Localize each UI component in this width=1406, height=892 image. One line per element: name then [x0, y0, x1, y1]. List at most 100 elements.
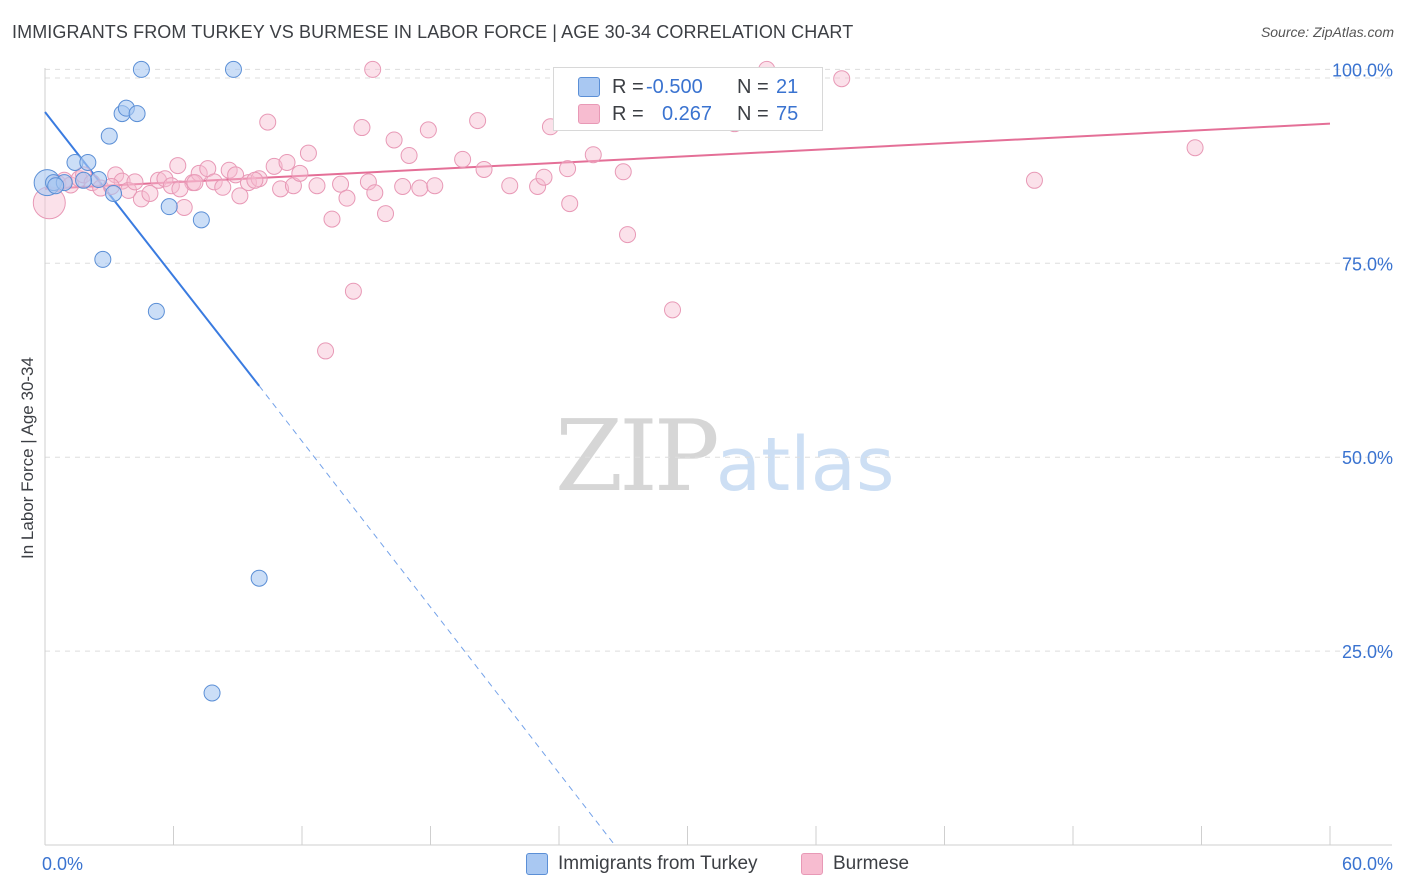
turkey-point — [47, 177, 65, 195]
y-tick-label: 50.0% — [1342, 448, 1393, 468]
burmese-point — [344, 282, 362, 300]
legend-r-value: -0.500 — [646, 75, 703, 98]
burmese-point — [1025, 171, 1043, 189]
burmese-point — [411, 179, 429, 197]
stats-legend: R = -0.500 N = 21 R = 0.267 N = 75 — [553, 67, 823, 131]
burmese-point — [214, 178, 232, 196]
burmese-point — [475, 160, 493, 178]
turkey-trend-line — [44, 111, 260, 387]
legend-n-label: N = — [737, 102, 769, 125]
burmese-point — [501, 177, 519, 195]
turkey-point — [94, 250, 112, 268]
legend-r-label: R = — [612, 75, 644, 98]
legend-item-burmese[interactable]: Burmese — [801, 852, 909, 876]
turkey-point — [100, 127, 118, 145]
burmese-point — [317, 342, 335, 360]
x-tick-label: 0.0% — [42, 854, 83, 874]
burmese-point — [169, 157, 187, 175]
legend-r-value: 0.267 — [662, 102, 713, 125]
chart-title: IMMIGRANTS FROM TURKEY VS BURMESE IN LAB… — [12, 22, 854, 42]
turkey-point — [250, 569, 268, 587]
burmese-point — [353, 119, 371, 137]
burmese-point — [338, 189, 356, 207]
y-tick-label: 25.0% — [1342, 642, 1393, 662]
turkey-points — [33, 60, 268, 702]
turkey-point — [75, 171, 93, 189]
burmese-point — [454, 150, 472, 168]
burmese-point — [561, 195, 579, 213]
burmese-point — [469, 112, 487, 130]
burmese-point — [272, 180, 290, 198]
legend-n-value: 21 — [776, 75, 799, 98]
burmese-point — [419, 121, 437, 139]
legend-n-label: N = — [737, 75, 769, 98]
burmese-point — [175, 198, 193, 216]
burmese-point — [278, 153, 296, 171]
burmese-point — [132, 190, 150, 208]
legend-item-turkey[interactable]: Immigrants from Turkey — [526, 852, 758, 876]
y-tick-label: 100.0% — [1332, 60, 1393, 80]
burmese-trend-line — [44, 122, 1331, 190]
burmese-point — [227, 166, 245, 184]
turkey-swatch-icon — [578, 77, 600, 97]
burmese-legend-icon — [801, 853, 823, 875]
turkey-point — [105, 184, 123, 202]
burmese-point — [156, 170, 174, 188]
burmese-point — [113, 172, 131, 190]
burmese-point — [619, 226, 637, 244]
turkey-point — [132, 60, 150, 78]
burmese-point — [190, 164, 208, 182]
burmese-point — [246, 171, 264, 189]
burmese-point — [171, 180, 189, 198]
turkey-point — [160, 198, 178, 216]
grid-lines — [45, 68, 1392, 652]
y-tick-label: 75.0% — [1342, 254, 1393, 274]
burmese-point — [239, 174, 257, 192]
burmese-point — [833, 70, 851, 88]
legend-n-value: 75 — [776, 102, 799, 125]
y-axis-label: In Labor Force | Age 30-34 — [18, 357, 37, 559]
turkey-point — [147, 302, 165, 320]
burmese-point — [126, 173, 144, 191]
burmese-point — [265, 157, 283, 175]
burmese-point — [535, 168, 553, 186]
source-label: Source: ZipAtlas.com — [1260, 24, 1394, 40]
burmese-point — [299, 144, 317, 162]
turkey-point — [79, 153, 97, 171]
burmese-point — [385, 131, 403, 149]
burmese-point — [664, 301, 682, 319]
turkey-point — [90, 171, 108, 189]
burmese-point — [364, 60, 382, 78]
turkey-legend-icon — [526, 853, 548, 875]
turkey-point — [128, 105, 146, 123]
burmese-point — [377, 205, 395, 223]
turkey-point — [224, 60, 242, 78]
burmese-point — [400, 146, 418, 164]
burmese-point — [529, 178, 547, 196]
watermark-atlas: atlas — [715, 422, 895, 508]
burmese-point — [150, 171, 168, 189]
burmese-point — [394, 178, 412, 196]
legend-r-label: R = — [612, 102, 644, 125]
legend-label-burmese: Burmese — [833, 853, 910, 874]
turkey-point — [203, 684, 221, 702]
legend-label-turkey: Immigrants from Turkey — [558, 853, 758, 874]
burmese-point — [614, 163, 632, 181]
burmese-point — [1186, 139, 1204, 157]
burmese-point — [584, 146, 602, 164]
axes — [44, 68, 1392, 846]
burmese-point — [426, 177, 444, 195]
burmese-point — [559, 160, 577, 178]
burmese-point — [291, 164, 309, 182]
burmese-point — [231, 187, 249, 205]
burmese-point — [205, 173, 223, 191]
burmese-point — [359, 173, 377, 191]
burmese-point — [308, 177, 326, 195]
burmese-point — [332, 175, 350, 193]
burmese-point — [141, 184, 159, 202]
burmese-point — [323, 210, 341, 228]
turkey-trend-extension — [258, 385, 616, 846]
watermark: ZIPatlas — [555, 400, 895, 514]
trend-lines — [44, 111, 1331, 846]
